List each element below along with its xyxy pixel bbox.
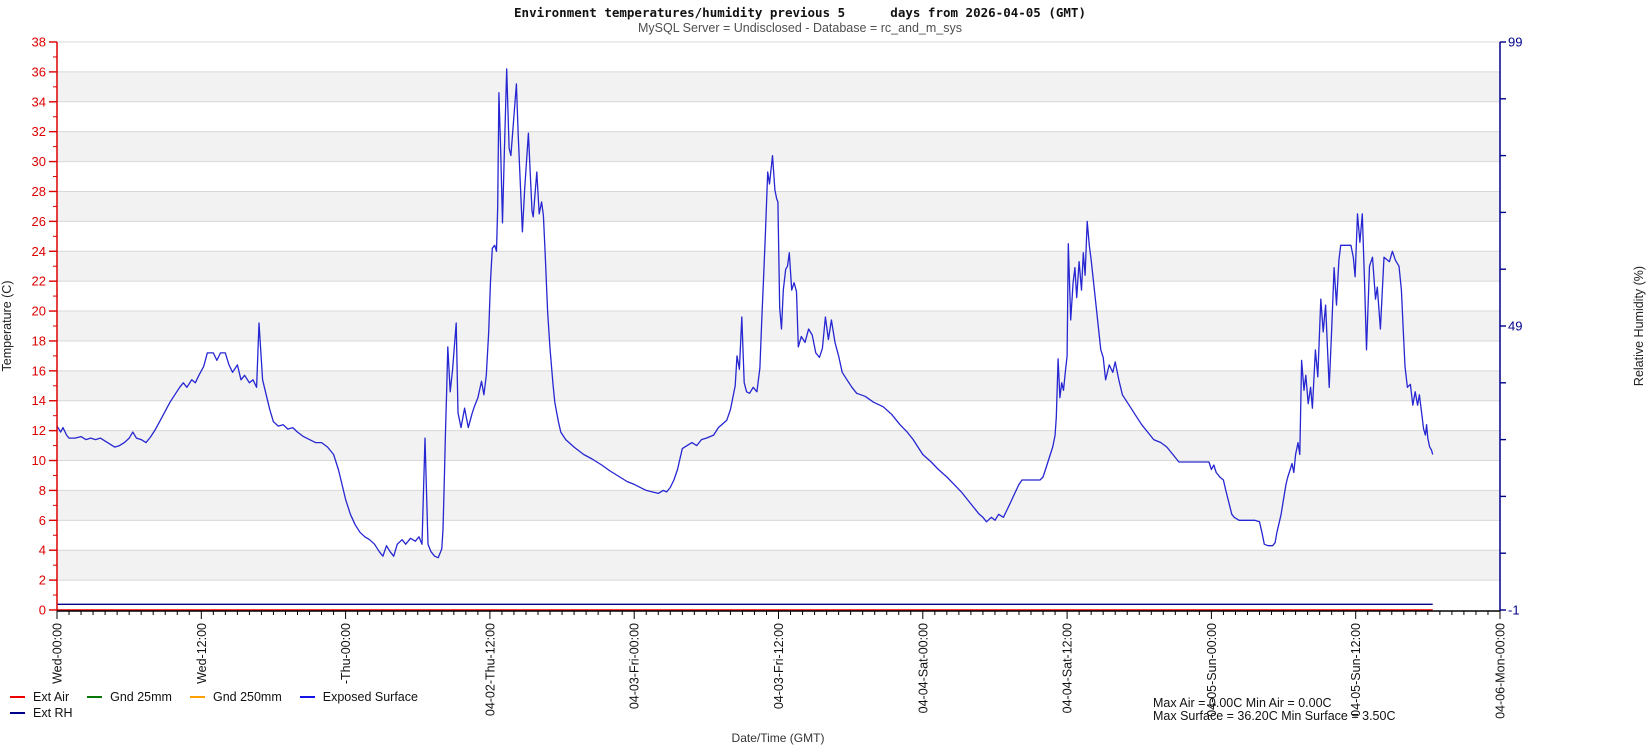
plot-band — [57, 430, 1500, 461]
surface-stats-text: Max Surface = 36.20C Min Surface = 3.50C — [1153, 709, 1396, 723]
left-tick-label: 30 — [32, 154, 46, 169]
plot-band — [57, 370, 1500, 401]
x-tick-label: 04-03-Fri-00:00 — [628, 623, 642, 709]
legend: Ext Air Gnd 25mm Gnd 250mm Exposed Surface E… — [10, 689, 436, 721]
legend-item-gnd-250mm: Gnd 250mm — [189, 689, 282, 704]
plot-band — [57, 490, 1500, 521]
x-axis-title: Date/Time (GMT) — [731, 731, 825, 745]
legend-dash-icon — [87, 695, 103, 698]
plot-band — [57, 131, 1500, 162]
plot-band — [57, 101, 1500, 132]
plot-band — [57, 580, 1500, 610]
y-axis-title-left: Temperature (C) — [0, 280, 14, 372]
legend-label: Gnd 250mm — [212, 689, 282, 704]
right-tick-label: -1 — [1508, 603, 1520, 618]
left-tick-label: 0 — [39, 603, 46, 618]
plot-band — [57, 281, 1500, 312]
x-tick-label: -Thu-00:00 — [339, 623, 353, 684]
x-tick-label: 04-03-Fri-12:00 — [772, 623, 786, 709]
left-tick-label: 36 — [32, 64, 46, 79]
plot-band — [57, 161, 1500, 192]
air-stats-text: Max Air = 0.00C Min Air = 0.00C — [1153, 696, 1332, 710]
y-axis-title-right: Relative Humidity (%) — [1632, 265, 1646, 387]
x-tick-label: Wed-12:00 — [195, 623, 209, 684]
left-tick-label: 14 — [32, 393, 46, 408]
legend-item-ext-rh: Ext RH — [10, 706, 73, 720]
left-tick-label: 22 — [32, 274, 46, 289]
left-tick-label: 16 — [32, 363, 46, 378]
left-tick-label: 26 — [32, 214, 46, 229]
x-tick-label: 04-05-Sun-12:00 — [1349, 623, 1363, 717]
legend-dash-icon — [299, 695, 315, 698]
x-tick-label: 04-04-Sat-00:00 — [916, 623, 930, 713]
left-tick-label: 8 — [39, 483, 46, 498]
left-tick-label: 20 — [32, 304, 46, 319]
left-tick-label: 24 — [32, 244, 46, 259]
plot-band — [57, 311, 1500, 341]
plot-band — [57, 550, 1500, 581]
legend-item-ext-air: Ext Air — [10, 690, 69, 704]
legend-item-gnd-25mm: Gnd 25mm — [87, 690, 172, 704]
x-tick-label: 04-05-Sun-00:00 — [1205, 623, 1219, 717]
legend-dash-icon — [10, 711, 25, 714]
plot-band — [57, 460, 1500, 491]
right-tick-label: 99 — [1508, 35, 1522, 50]
legend-label: Ext Air — [33, 689, 70, 704]
plot-band — [57, 71, 1500, 102]
left-tick-label: 38 — [32, 35, 46, 50]
left-tick-label: 12 — [32, 423, 46, 438]
left-tick-label: 32 — [32, 124, 46, 139]
right-tick-label: 49 — [1508, 319, 1522, 334]
left-tick-label: 18 — [32, 333, 46, 348]
plot-band — [57, 340, 1500, 371]
legend-label: Ext RH — [33, 705, 73, 720]
legend-item-exposed-surface: Exposed Surface — [299, 689, 418, 704]
legend-label: Gnd 25mm — [110, 689, 172, 704]
legend-row: Ext RH — [10, 705, 436, 720]
x-tick-label: 04-02-Thu-12:00 — [483, 623, 497, 716]
left-tick-label: 2 — [39, 573, 46, 588]
series-exposed-surface — [56, 68, 1434, 559]
left-tick-label: 10 — [32, 453, 46, 468]
plot-band — [57, 42, 1500, 72]
left-tick-label: 34 — [32, 94, 46, 109]
x-tick-label: 04-04-Sat-12:00 — [1061, 623, 1075, 713]
left-tick-label: 4 — [39, 543, 46, 558]
plot-band — [57, 400, 1500, 431]
chart-title: Environment temperatures/humidity previo… — [514, 5, 1086, 20]
x-tick-label: 04-06-Mon-00:00 — [1494, 623, 1508, 719]
legend-dash-icon — [189, 695, 205, 698]
legend-label: Exposed Surface — [322, 689, 418, 704]
left-tick-label: 28 — [32, 184, 46, 199]
x-tick-label: Wed-00:00 — [51, 623, 65, 684]
left-tick-label: 6 — [39, 513, 46, 528]
plot-band — [57, 520, 1500, 551]
legend-row: Ext Air Gnd 25mm Gnd 250mm Exposed Surface — [10, 689, 436, 704]
legend-dash-icon — [10, 695, 25, 698]
chart-subtitle: MySQL Server = Undisclosed - Database = … — [638, 21, 962, 35]
